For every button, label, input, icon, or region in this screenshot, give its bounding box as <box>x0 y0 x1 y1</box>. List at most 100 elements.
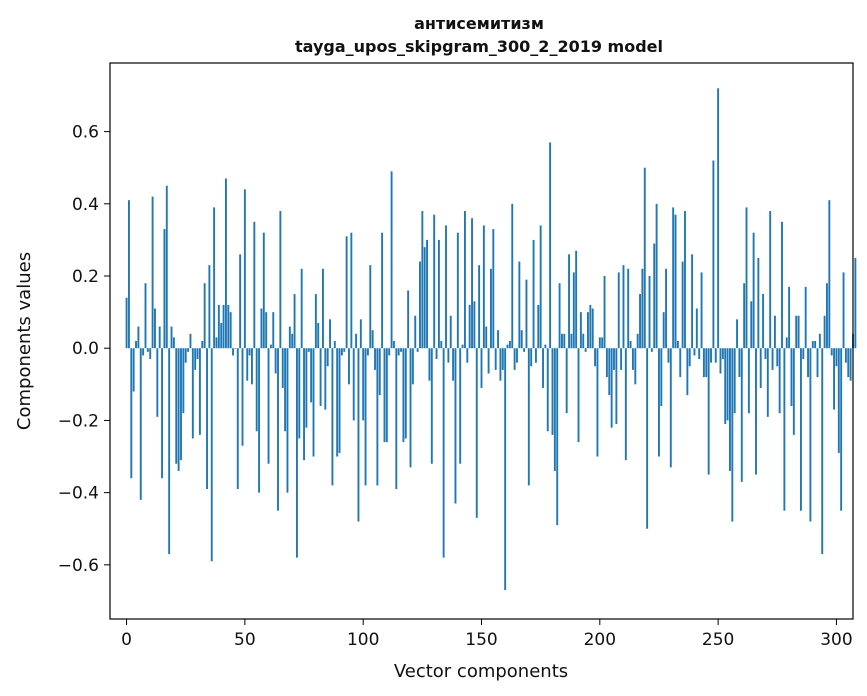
y-tick-label: −0.6 <box>58 556 99 576</box>
bar <box>790 348 793 406</box>
bar <box>137 326 140 349</box>
bar <box>210 348 213 562</box>
bar <box>797 315 800 349</box>
bar <box>714 348 717 363</box>
bar <box>208 265 211 349</box>
bar <box>627 268 630 349</box>
bar <box>499 348 502 381</box>
bar <box>239 254 242 349</box>
bar <box>681 261 684 349</box>
bar <box>433 214 436 349</box>
bar <box>830 348 833 356</box>
bar <box>492 229 495 349</box>
bar <box>747 348 750 414</box>
chart-title: антисемитизм <box>414 14 544 33</box>
bar <box>338 348 341 453</box>
x-tick-label: 50 <box>234 630 256 650</box>
bar <box>795 315 798 349</box>
bar <box>487 348 490 374</box>
bar <box>646 348 649 529</box>
bar <box>227 304 230 349</box>
bar <box>154 308 156 349</box>
bar <box>828 200 831 349</box>
bar <box>343 348 346 352</box>
bar <box>769 211 772 349</box>
bar <box>527 348 530 486</box>
bar <box>766 348 769 417</box>
bars-layer <box>125 88 857 591</box>
bar <box>246 348 249 381</box>
x-tick-label: 250 <box>702 630 734 650</box>
bar <box>168 348 171 555</box>
bar <box>712 160 715 349</box>
bar <box>217 304 220 349</box>
bar <box>847 348 850 378</box>
bar <box>189 333 192 349</box>
bar <box>826 283 828 349</box>
bar <box>594 348 597 367</box>
bar <box>537 304 540 349</box>
bar <box>286 348 289 493</box>
bar <box>672 207 675 349</box>
bar <box>804 286 807 349</box>
bar <box>504 348 507 591</box>
bar <box>355 333 358 349</box>
bar <box>324 348 327 410</box>
bar <box>402 348 405 443</box>
bar <box>163 229 166 349</box>
bar <box>400 348 402 352</box>
bar <box>234 348 237 349</box>
bar <box>544 344 547 349</box>
bar <box>251 348 253 385</box>
bar <box>781 221 783 349</box>
bar <box>428 348 431 381</box>
bar <box>840 348 843 511</box>
bar <box>144 283 147 349</box>
bar <box>236 348 239 490</box>
bar <box>407 290 410 349</box>
bar <box>508 341 511 349</box>
bar <box>530 348 533 367</box>
bar <box>378 348 381 396</box>
bar <box>778 348 781 414</box>
bar <box>589 304 592 349</box>
bar <box>390 171 393 349</box>
bar <box>149 348 152 360</box>
y-tick-label: −0.4 <box>58 484 99 504</box>
bar <box>534 348 537 363</box>
bar <box>376 348 379 486</box>
bar <box>272 312 275 349</box>
bar <box>700 272 703 349</box>
bar <box>364 348 367 486</box>
bar <box>634 348 637 385</box>
bar <box>729 348 731 471</box>
bar <box>206 348 208 490</box>
bar <box>773 315 776 349</box>
bar <box>605 348 608 378</box>
bar <box>788 286 791 349</box>
bar <box>336 348 339 457</box>
bar <box>676 341 679 349</box>
bar <box>736 319 738 349</box>
bar <box>139 348 142 500</box>
bar <box>717 88 720 349</box>
bar <box>194 348 197 370</box>
x-axis-label: Vector components <box>394 661 568 682</box>
bar <box>565 348 568 414</box>
bar <box>125 297 128 349</box>
bar <box>844 348 847 363</box>
y-tick-label: −0.2 <box>58 411 99 431</box>
bar <box>485 326 488 349</box>
bar <box>220 322 223 349</box>
bar <box>835 348 838 367</box>
bar <box>563 333 566 349</box>
bar <box>669 348 672 468</box>
bar <box>303 348 305 461</box>
bar <box>570 333 573 349</box>
bar <box>624 348 627 461</box>
bar <box>639 294 641 349</box>
bar <box>551 348 554 435</box>
bar <box>546 348 549 432</box>
bar <box>710 348 712 363</box>
